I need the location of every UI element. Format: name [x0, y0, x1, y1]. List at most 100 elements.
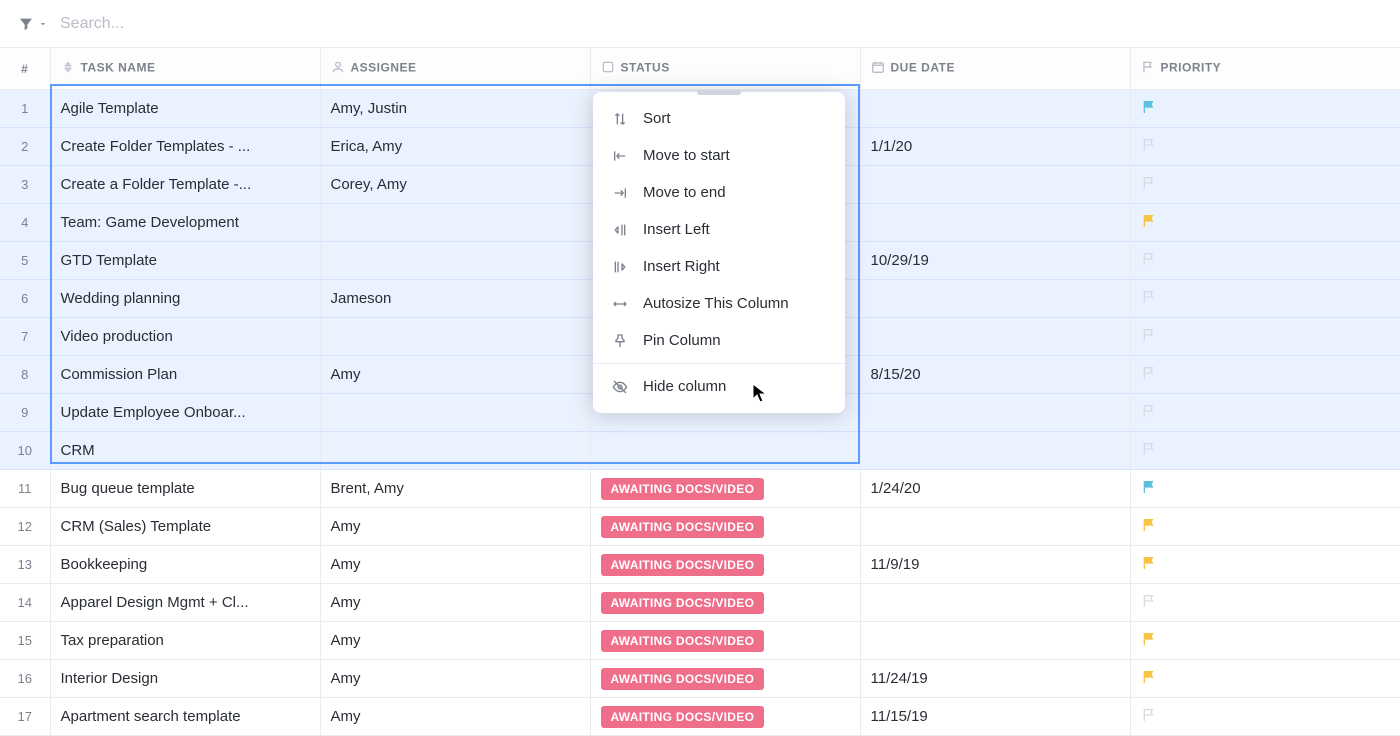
cell-due-date[interactable] [860, 318, 1130, 356]
cell-priority[interactable] [1130, 470, 1400, 508]
table-row[interactable]: 10CRM [0, 432, 1400, 470]
cell-assignee[interactable]: Amy [320, 584, 590, 622]
table-row[interactable]: 12CRM (Sales) TemplateAmyAWAITING DOCS/V… [0, 508, 1400, 546]
cell-due-date[interactable]: 11/15/19 [860, 698, 1130, 736]
cell-due-date[interactable]: 8/15/20 [860, 356, 1130, 394]
cell-assignee[interactable]: Amy, Justin [320, 90, 590, 128]
cell-assignee[interactable]: Amy [320, 356, 590, 394]
cell-due-date[interactable] [860, 432, 1130, 470]
status-pill[interactable]: AWAITING DOCS/VIDEO [601, 706, 765, 728]
col-header-status[interactable]: STATUS [590, 48, 860, 90]
menu-insert-right[interactable]: Insert Right [593, 248, 845, 285]
cell-task-name[interactable]: Wedding planning [50, 280, 320, 318]
cell-priority[interactable] [1130, 546, 1400, 584]
menu-move-end[interactable]: Move to end [593, 174, 845, 211]
cell-assignee[interactable]: Amy [320, 698, 590, 736]
col-header-assignee[interactable]: ASSIGNEE [320, 48, 590, 90]
cell-priority[interactable] [1130, 242, 1400, 280]
status-pill[interactable]: AWAITING DOCS/VIDEO [601, 592, 765, 614]
cell-due-date[interactable] [860, 280, 1130, 318]
cell-assignee[interactable]: Brent, Amy [320, 470, 590, 508]
cell-due-date[interactable] [860, 584, 1130, 622]
menu-move-start[interactable]: Move to start [593, 137, 845, 174]
cell-task-name[interactable]: Tax preparation [50, 622, 320, 660]
cell-priority[interactable] [1130, 508, 1400, 546]
menu-insert-left[interactable]: Insert Left [593, 211, 845, 248]
table-row[interactable]: 14Apparel Design Mgmt + Cl...AmyAWAITING… [0, 584, 1400, 622]
cell-task-name[interactable]: Bookkeeping [50, 546, 320, 584]
cell-assignee[interactable] [320, 394, 590, 432]
status-pill[interactable]: AWAITING DOCS/VIDEO [601, 668, 765, 690]
menu-sort[interactable]: Sort [593, 100, 845, 137]
cell-status[interactable]: AWAITING DOCS/VIDEO [590, 508, 860, 546]
cell-due-date[interactable]: 1/1/20 [860, 128, 1130, 166]
status-pill[interactable]: AWAITING DOCS/VIDEO [601, 478, 765, 500]
cell-priority[interactable] [1130, 698, 1400, 736]
cell-due-date[interactable] [860, 394, 1130, 432]
cell-priority[interactable] [1130, 90, 1400, 128]
cell-task-name[interactable]: Commission Plan [50, 356, 320, 394]
cell-task-name[interactable]: GTD Template [50, 242, 320, 280]
cell-status[interactable]: AWAITING DOCS/VIDEO [590, 622, 860, 660]
table-row[interactable]: 16Interior DesignAmyAWAITING DOCS/VIDEO1… [0, 660, 1400, 698]
menu-pin[interactable]: Pin Column [593, 322, 845, 359]
cell-status[interactable]: AWAITING DOCS/VIDEO [590, 660, 860, 698]
cell-task-name[interactable]: Agile Template [50, 90, 320, 128]
cell-status[interactable]: AWAITING DOCS/VIDEO [590, 698, 860, 736]
cell-task-name[interactable]: CRM (Sales) Template [50, 508, 320, 546]
table-row[interactable]: 13BookkeepingAmyAWAITING DOCS/VIDEO11/9/… [0, 546, 1400, 584]
cell-status[interactable]: AWAITING DOCS/VIDEO [590, 584, 860, 622]
cell-assignee[interactable]: Amy [320, 508, 590, 546]
cell-due-date[interactable] [860, 90, 1130, 128]
cell-task-name[interactable]: Video production [50, 318, 320, 356]
cell-priority[interactable] [1130, 204, 1400, 242]
cell-priority[interactable] [1130, 318, 1400, 356]
menu-hide[interactable]: Hide column [593, 368, 845, 405]
cell-priority[interactable] [1130, 584, 1400, 622]
search-input[interactable] [60, 11, 1382, 37]
cell-assignee[interactable] [320, 432, 590, 470]
cell-priority[interactable] [1130, 128, 1400, 166]
cell-assignee[interactable]: Corey, Amy [320, 166, 590, 204]
cell-status[interactable]: AWAITING DOCS/VIDEO [590, 470, 860, 508]
cell-task-name[interactable]: CRM [50, 432, 320, 470]
cell-priority[interactable] [1130, 622, 1400, 660]
cell-task-name[interactable]: Apparel Design Mgmt + Cl... [50, 584, 320, 622]
cell-due-date[interactable]: 11/9/19 [860, 546, 1130, 584]
cell-task-name[interactable]: Update Employee Onboar... [50, 394, 320, 432]
cell-priority[interactable] [1130, 166, 1400, 204]
table-row[interactable]: 17Apartment search templateAmyAWAITING D… [0, 698, 1400, 736]
cell-priority[interactable] [1130, 280, 1400, 318]
filter-button[interactable] [18, 16, 48, 32]
table-row[interactable]: 11Bug queue templateBrent, AmyAWAITING D… [0, 470, 1400, 508]
col-header-priority[interactable]: PRIORITY [1130, 48, 1400, 90]
cell-status[interactable]: AWAITING DOCS/VIDEO [590, 546, 860, 584]
col-header-task-name[interactable]: TASK NAME [50, 48, 320, 90]
status-pill[interactable]: AWAITING DOCS/VIDEO [601, 516, 765, 538]
cell-priority[interactable] [1130, 394, 1400, 432]
status-pill[interactable]: AWAITING DOCS/VIDEO [601, 554, 765, 576]
cell-due-date[interactable] [860, 622, 1130, 660]
cell-due-date[interactable] [860, 508, 1130, 546]
col-header-due-date[interactable]: DUE DATE [860, 48, 1130, 90]
cell-due-date[interactable]: 11/24/19 [860, 660, 1130, 698]
col-header-number[interactable]: # [0, 48, 50, 90]
cell-due-date[interactable] [860, 204, 1130, 242]
cell-assignee[interactable]: Erica, Amy [320, 128, 590, 166]
cell-assignee[interactable]: Amy [320, 546, 590, 584]
cell-assignee[interactable]: Amy [320, 622, 590, 660]
cell-priority[interactable] [1130, 356, 1400, 394]
cell-task-name[interactable]: Bug queue template [50, 470, 320, 508]
cell-task-name[interactable]: Create Folder Templates - ... [50, 128, 320, 166]
menu-autosize[interactable]: Autosize This Column [593, 285, 845, 322]
status-pill[interactable]: AWAITING DOCS/VIDEO [601, 630, 765, 652]
cell-due-date[interactable]: 10/29/19 [860, 242, 1130, 280]
cell-priority[interactable] [1130, 432, 1400, 470]
cell-priority[interactable] [1130, 660, 1400, 698]
cell-task-name[interactable]: Team: Game Development [50, 204, 320, 242]
cell-due-date[interactable] [860, 166, 1130, 204]
cell-due-date[interactable]: 1/24/20 [860, 470, 1130, 508]
cell-assignee[interactable] [320, 318, 590, 356]
cell-task-name[interactable]: Interior Design [50, 660, 320, 698]
cell-assignee[interactable] [320, 242, 590, 280]
